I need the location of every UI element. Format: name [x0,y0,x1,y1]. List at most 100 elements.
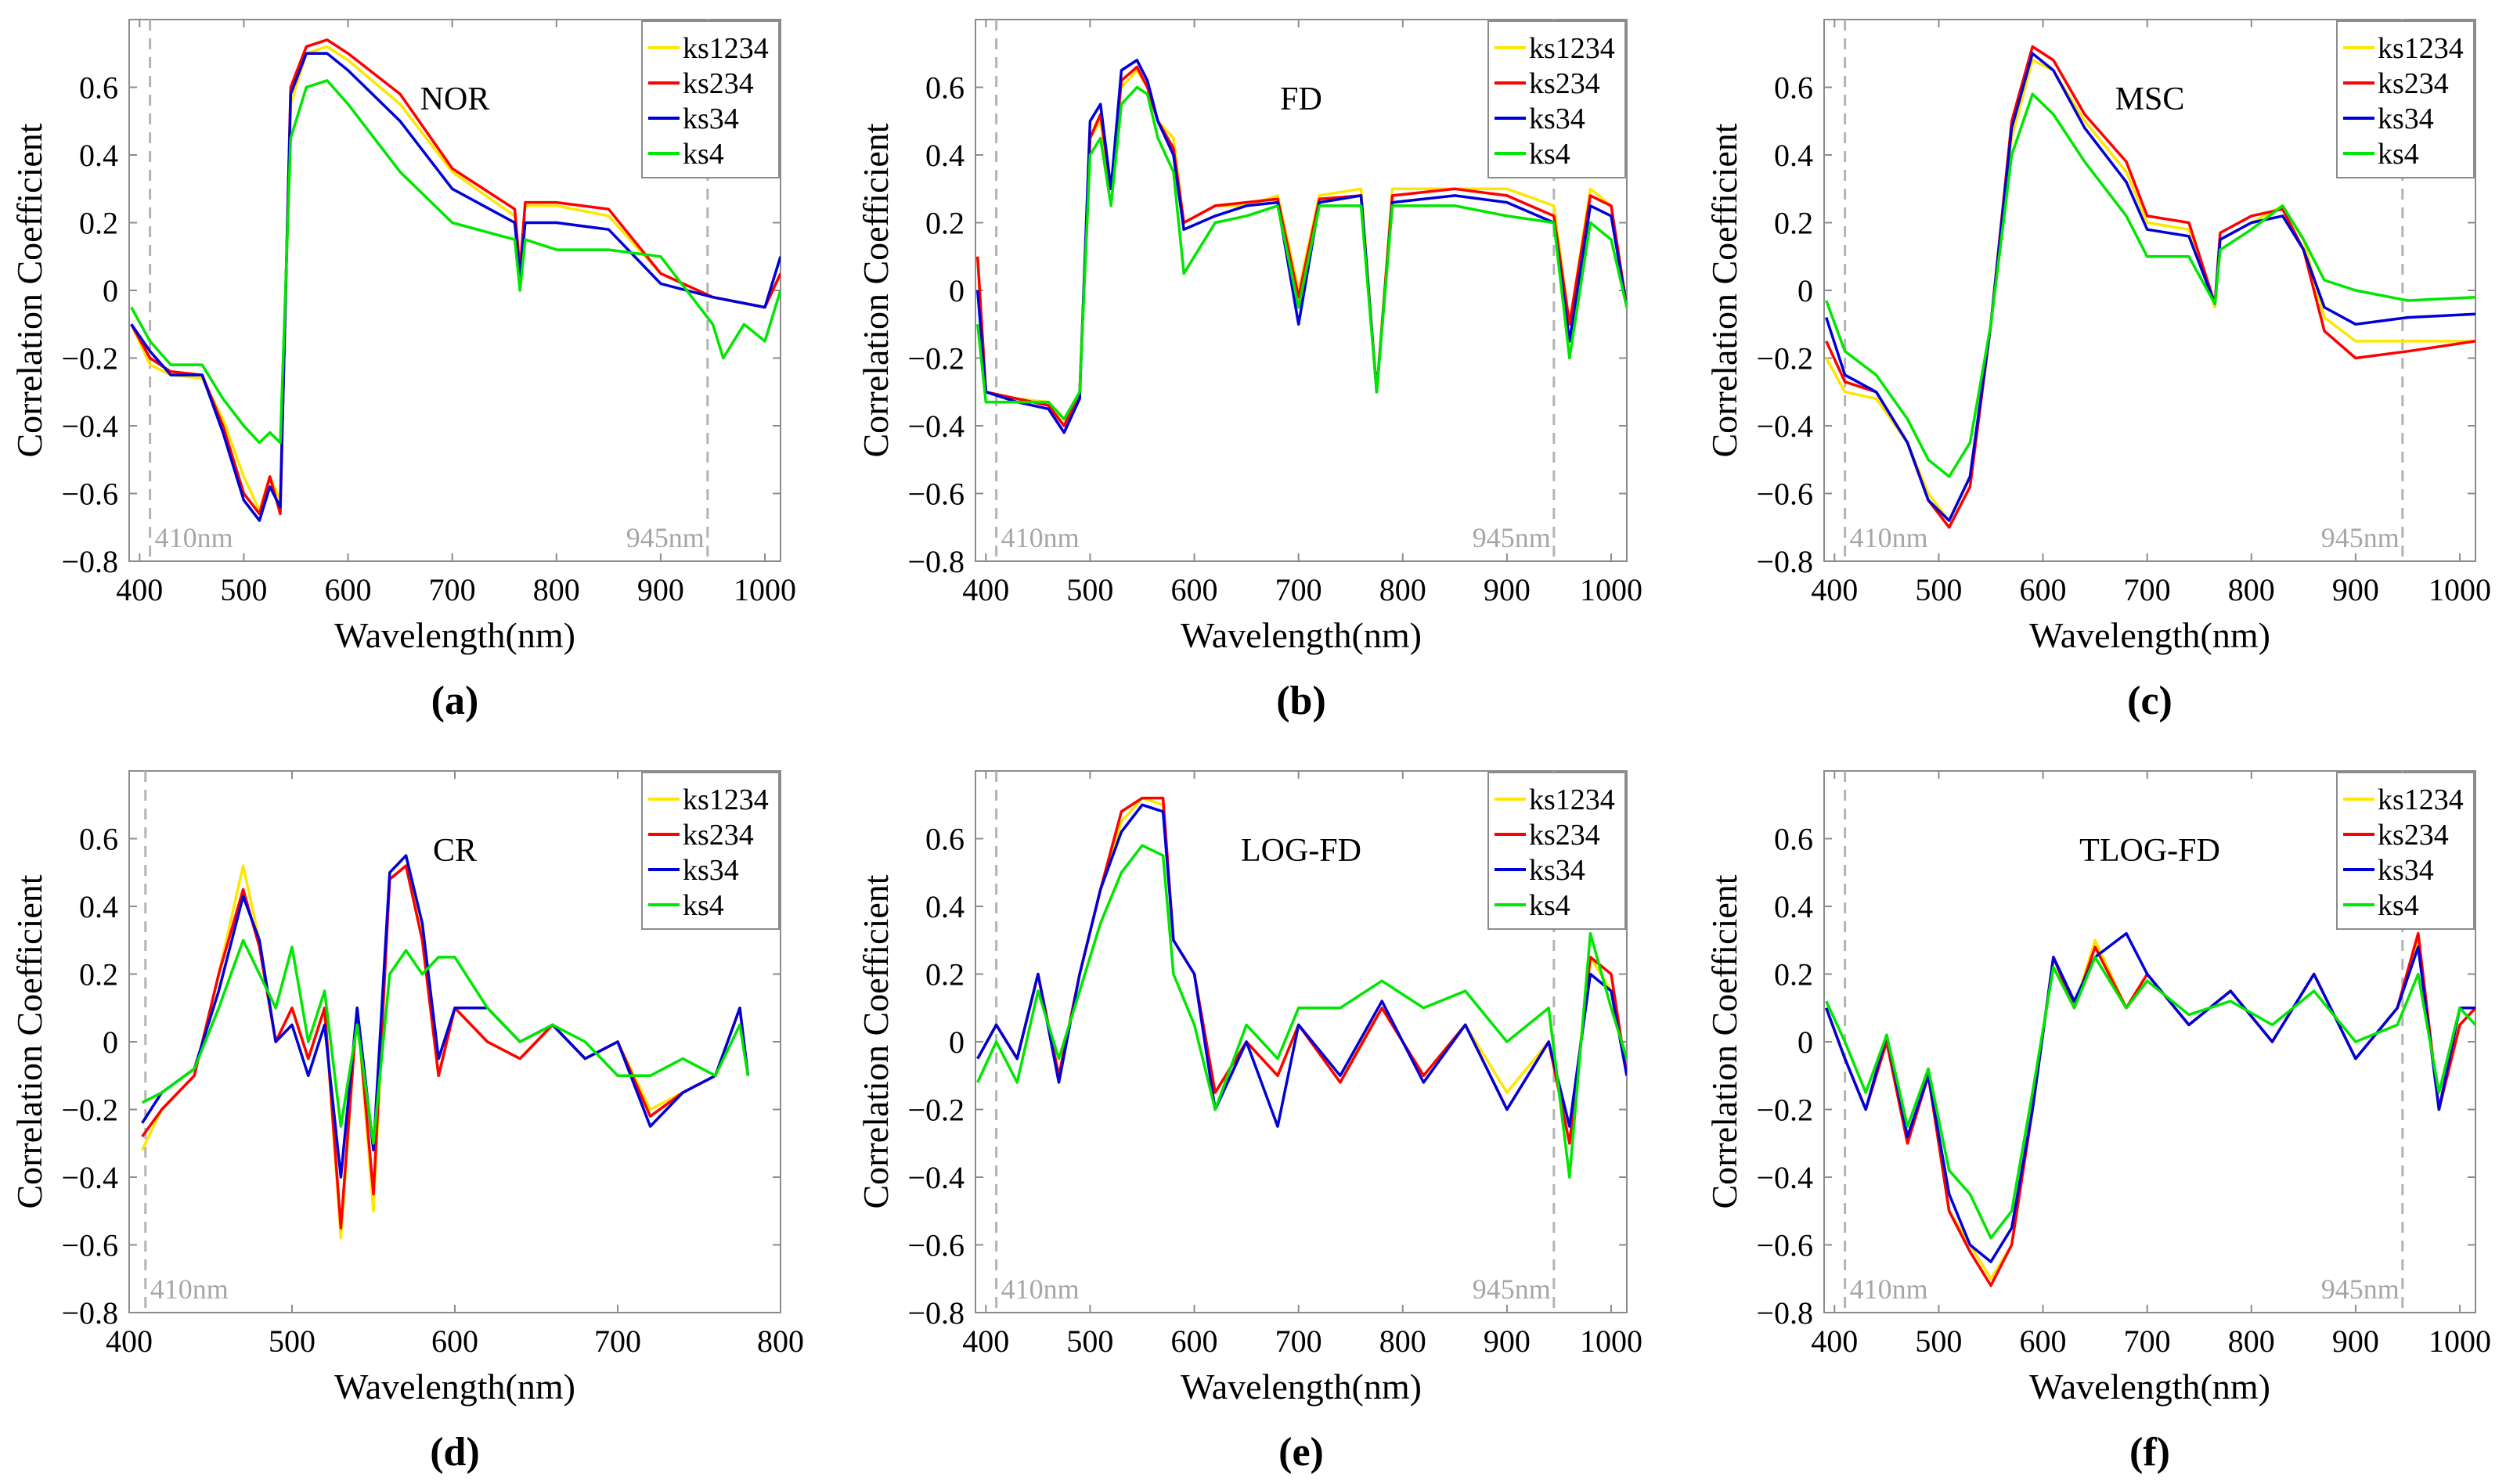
series-line-ks4 [130,79,781,445]
x-tick-label: 1000 [2428,1324,2491,1359]
series-group [976,796,1627,1179]
legend-box [2336,772,2475,930]
panel-title: MSC [2115,81,2185,117]
reference-line-label: 410nm [155,522,233,553]
legend-label-ks1234: ks1234 [683,32,769,65]
y-tick-label: 0.4 [925,889,965,924]
panel-caption: (f) [2129,1430,2170,1475]
series-group [1825,45,2475,529]
y-tick-label: 0 [1797,1025,1813,1060]
y-tick-label: 0 [103,1025,118,1060]
reference-line-label: 945nm [1473,1273,1551,1305]
y-axis-label: Correlation Coefficient [856,123,896,457]
series-group [975,59,1627,434]
x-tick-label: 500 [220,572,267,607]
y-tick-label: −0.6 [1756,477,1813,512]
y-tick-label: −0.4 [907,1160,965,1195]
legend-label-ks4: ks4 [683,138,724,171]
series-line-ks34 [141,854,750,1179]
panel-title: CR [433,833,477,869]
x-tick-label: 400 [962,572,1009,607]
series-line-ks4 [1825,92,2475,478]
legend-label-ks234: ks234 [1529,819,1600,852]
legend-label-ks234: ks234 [2378,67,2449,100]
y-tick-label: 0.6 [79,70,118,106]
reference-line-label: 410nm [1850,1273,1928,1305]
x-tick-label: 400 [1811,572,1858,607]
x-tick-label: 800 [533,572,580,607]
y-tick-label: −0.6 [1756,1228,1813,1263]
y-tick-label: 0.4 [79,889,118,924]
legend-label-ks34: ks34 [683,103,739,135]
y-tick-label: 0.6 [925,822,965,857]
y-tick-label: −0.2 [907,341,965,376]
reference-line-label: 945nm [626,522,705,553]
legend-label-ks1234: ks1234 [1529,32,1615,65]
y-tick-label: −0.8 [61,1295,118,1331]
y-tick-label: −0.2 [1756,1093,1813,1128]
panel-title: NOR [420,81,490,117]
chart-panel-b: 400 500 600 700 800 900 1000 −0.8 −0.6 −0.4 −0.2 0 0… [856,19,1642,723]
y-tick-label: −0.8 [907,544,965,579]
panel-caption: (a) [431,679,479,723]
panel-caption: (c) [2127,679,2172,723]
y-tick-label: −0.8 [1756,544,1813,579]
x-tick-label: 900 [2332,572,2379,607]
reference-line-label: 945nm [1473,522,1551,553]
x-tick-label: 500 [1066,572,1113,607]
x-tick-label: 800 [1379,1324,1426,1359]
y-tick-label: 0 [949,273,965,308]
y-tick-label: −0.8 [907,1295,965,1331]
series-line-ks4 [975,85,1627,421]
legend-label-ks34: ks34 [2378,103,2434,135]
y-tick-label: 0.2 [79,206,118,241]
series-group [1825,931,2475,1288]
y-tick-label: 0.4 [1774,138,1813,173]
x-tick-label: 700 [429,572,476,607]
legend-label-ks1234: ks1234 [683,783,769,816]
x-tick-label: 700 [1275,1324,1322,1359]
panel-title: FD [1280,81,1322,117]
x-axis-label: Wavelength(nm) [1181,615,1422,655]
chart-panel-f: 400 500 600 700 800 900 1000 −0.8 −0.6 −0.4 −0.2 0 0… [1704,770,2491,1475]
y-tick-label: 0.6 [925,70,965,106]
series-line-ks4 [1825,956,2475,1240]
panel-caption: (e) [1278,1430,1324,1475]
legend-label-ks1234: ks1234 [2378,783,2464,816]
panel-caption: (d) [430,1430,480,1475]
y-tick-label: −0.6 [61,477,118,512]
x-tick-label: 600 [325,572,372,607]
x-axis-label: Wavelength(nm) [334,615,575,655]
reference-line-label: 410nm [1001,1273,1080,1305]
y-tick-label: −0.2 [61,341,118,376]
x-tick-label: 500 [1915,572,1962,607]
panel-caption: (b) [1276,679,1326,723]
x-tick-label: 800 [2228,572,2275,607]
reference-line-label: 410nm [150,1273,229,1305]
x-tick-label: 700 [2124,572,2171,607]
reference-line-label: 410nm [1850,522,1928,553]
y-axis-label: Correlation Coefficient [1704,874,1744,1208]
x-tick-label: 400 [106,1324,153,1359]
series-line-ks1234 [130,45,781,512]
x-axis-label: Wavelength(nm) [2029,1367,2270,1407]
y-tick-label: −0.2 [907,1093,965,1128]
y-axis-label: Correlation Coefficient [1704,123,1744,457]
y-tick-label: 0 [1797,273,1813,308]
x-tick-label: 800 [1379,572,1426,607]
legend-label-ks4: ks4 [1529,138,1570,171]
y-tick-label: −0.4 [1756,1160,1813,1195]
legend-label-ks4: ks4 [2378,138,2419,171]
y-tick-label: 0.6 [79,822,118,857]
y-tick-label: −0.4 [61,409,118,444]
series-line-ks34 [975,59,1627,434]
y-axis-label: Correlation Coefficient [9,874,49,1208]
legend-label-ks234: ks234 [2378,819,2449,852]
x-tick-label: 900 [637,572,684,607]
y-tick-label: −0.4 [907,409,965,444]
x-tick-label: 500 [1915,1324,1962,1359]
legend-label-ks34: ks34 [1529,854,1585,887]
legend-label-ks34: ks34 [1529,103,1585,135]
y-tick-label: 0.6 [1774,822,1813,857]
